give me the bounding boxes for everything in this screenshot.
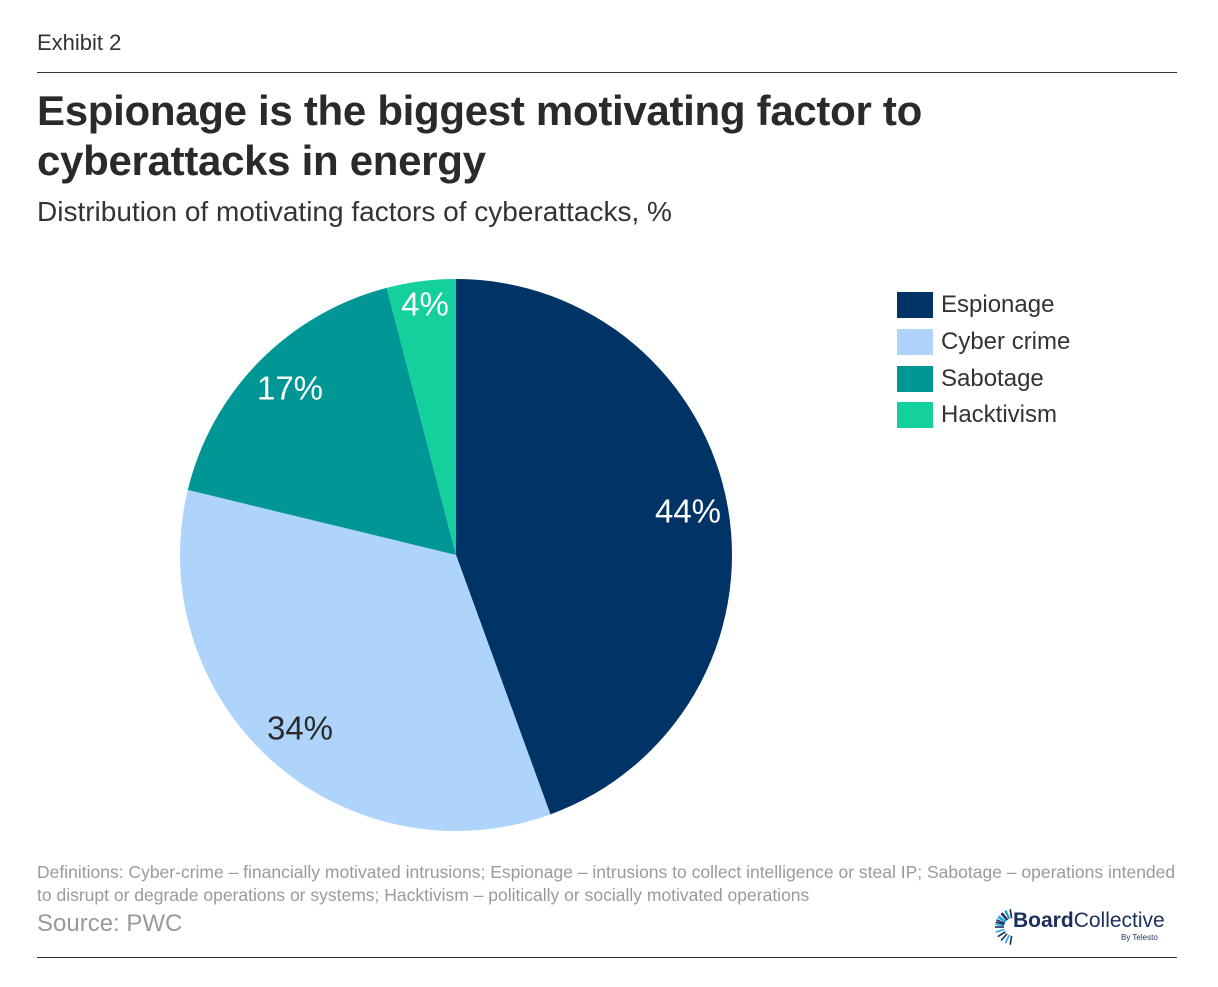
source-note: Source: PWC	[37, 910, 183, 937]
sunburst-ray	[997, 916, 1006, 923]
legend-label: Hacktivism	[941, 401, 1058, 429]
exhibit-label: Exhibit 2	[37, 30, 122, 55]
data-label-sabotage: 17%	[257, 370, 323, 407]
chart-title: Espionage is the biggest motivating fact…	[37, 87, 922, 184]
boardcollective-logo: BoardCollective By Telesto	[993, 905, 1173, 949]
logo-regular-text: Collective	[1073, 909, 1165, 932]
sunburst-ray	[997, 931, 1006, 938]
logo-subtitle: By Telesto	[1121, 933, 1158, 942]
logo-wordmark: BoardCollective	[1013, 909, 1165, 933]
legend-swatch	[897, 402, 933, 429]
legend-item-espionage: Espionage	[897, 287, 1070, 324]
legend-item-sabotage: Sabotage	[897, 360, 1070, 397]
legend-item-hacktivism: Hacktivism	[897, 397, 1070, 434]
legend-swatch	[897, 365, 933, 392]
legend-swatch	[897, 329, 933, 356]
sunburst-ray	[1005, 910, 1011, 920]
pie-slice-sabotage	[187, 287, 456, 555]
sunburst-ray	[995, 923, 1005, 927]
data-label-espionage: 44%	[655, 493, 721, 530]
data-label-hacktivism: 4%	[401, 286, 449, 323]
sunburst-ray	[996, 919, 1006, 925]
chart-subtitle: Distribution of motivating factors of cy…	[37, 196, 672, 227]
sunburst-ray	[1009, 935, 1013, 945]
legend-label: Espionage	[941, 291, 1055, 319]
sunburst-ray	[1009, 909, 1013, 919]
pie-slice-espionage	[456, 279, 732, 815]
definitions-note: Definitions: Cyber-crime – financially m…	[37, 862, 1176, 905]
pie-slice-hacktivism	[386, 279, 456, 555]
sunburst-icon	[995, 909, 1013, 945]
sunburst-ray	[1001, 912, 1009, 921]
sunburst-ray	[995, 921, 1005, 926]
top-divider	[37, 72, 1177, 73]
sunburst-ray	[1004, 934, 1010, 944]
data-label-cyber-crime: 34%	[267, 710, 333, 747]
bottom-divider	[37, 957, 1177, 958]
sunburst-ray	[1000, 933, 1008, 942]
legend-label: Cyber crime	[941, 328, 1071, 356]
legend: Espionage Cyber crime Sabotage Hacktivis…	[897, 287, 1070, 434]
legend-swatch	[897, 292, 933, 319]
logo-bold-text: Board	[1013, 909, 1074, 932]
sunburst-ray	[998, 915, 1007, 923]
legend-label: Sabotage	[941, 364, 1044, 392]
sunburst-ray	[995, 928, 1005, 933]
legend-item-cyber-crime: Cyber crime	[897, 324, 1070, 361]
pie-slice-cyber-crime	[180, 489, 551, 832]
